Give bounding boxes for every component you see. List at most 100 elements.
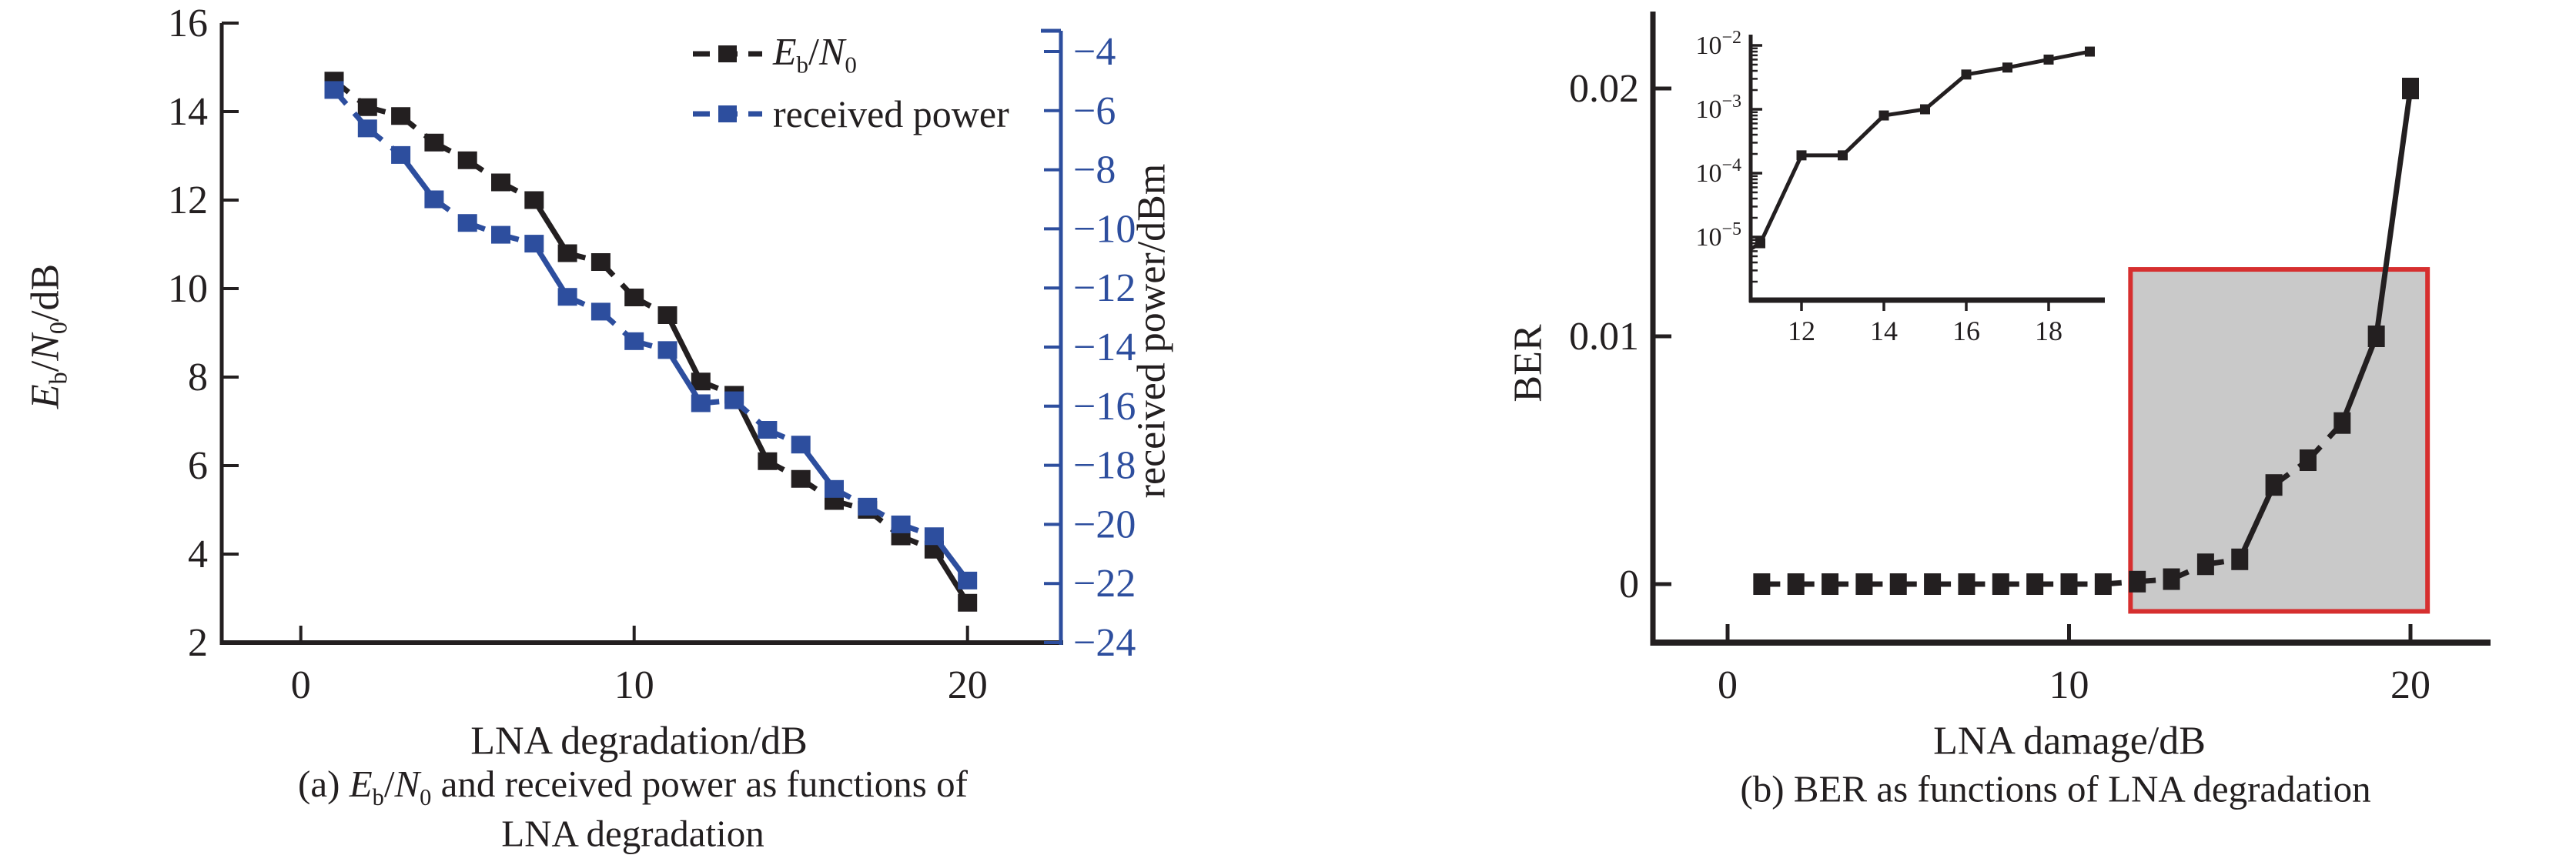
series-ber-marker [2333, 412, 2351, 434]
inset-ytick-label: 10−3 [1695, 92, 1741, 124]
series-received-power-marker [724, 391, 744, 409]
series-ebn0-marker [524, 191, 544, 209]
series-ber-inset-marker [1920, 104, 1930, 115]
inset-xtick-label: 14 [1870, 316, 1898, 346]
series-received-power-marker [825, 479, 844, 498]
series-ber-inset-segment [2048, 49, 2090, 62]
series-ber-marker [1855, 573, 1873, 595]
series-ber-inset-marker [1755, 238, 1765, 249]
highlight-region [2128, 267, 2430, 614]
panel-a-ytick-right-label: −8 [1073, 149, 1116, 192]
inset-ytick-label: 10−2 [1695, 28, 1741, 60]
series-ebn0-marker [958, 593, 978, 612]
legend-glyph-ebn0-marker [718, 45, 737, 62]
series-ber-marker [2196, 553, 2214, 576]
panel-a-ytick-left-label: 8 [188, 356, 208, 399]
series-received-power-marker [924, 527, 944, 546]
panel-b-ylabel: BER [1506, 324, 1551, 402]
panel-a-ytick-right-label: −18 [1073, 444, 1136, 488]
inset-xtick-label: 18 [2035, 316, 2062, 346]
series-received-power-marker [524, 235, 544, 253]
panel-a-ytick-right-label: −4 [1073, 30, 1116, 74]
series-ebn0-marker [491, 173, 510, 192]
panel-a-xtick-label: 20 [948, 663, 988, 707]
series-received-power-marker [624, 332, 644, 350]
inset-xtick-label: 16 [1952, 316, 1980, 346]
panel-b-xtick-label: 10 [2049, 663, 2089, 707]
panel-b-xtick-label: 20 [2390, 663, 2430, 707]
inset-xtick-label: 12 [1788, 316, 1815, 346]
series-ber-inset-segment [1841, 114, 1885, 157]
series-ber-marker [1822, 573, 1839, 595]
series-received-power-marker [491, 225, 510, 244]
panel-b-ytick-label: 0.01 [1569, 315, 1639, 359]
series-ebn0-marker [357, 98, 377, 116]
panel-a-ylabel-right: received power/dBm [1129, 163, 1174, 499]
series-ber-marker [1787, 573, 1805, 595]
series-ebn0-marker [691, 372, 711, 391]
series-ber-inset-marker [1796, 150, 1807, 161]
series-ebn0-marker [657, 306, 677, 324]
series-ber-segment [2340, 335, 2379, 424]
legend-label-ebn0: Eb/N0 [773, 29, 857, 78]
series-received-power-marker [357, 119, 377, 138]
legend-glyph-received-power-marker [718, 105, 737, 122]
series-ber-marker [1924, 573, 1942, 595]
panel-a-ytick-left-label: 14 [168, 90, 208, 134]
series-ber-marker [2402, 78, 2419, 99]
series-received-power-marker [691, 394, 711, 412]
series-received-power-marker [557, 288, 577, 306]
legend-label-received-power: received power [773, 92, 1009, 135]
panel-a-caption-line1: (a) Eb/N0 and received power as function… [298, 763, 968, 810]
panel-b-xlabel: LNA damage/dB [1933, 719, 2206, 763]
series-ber-marker [2094, 573, 2112, 595]
panel-a-ytick-right-label: −12 [1073, 266, 1136, 310]
series-received-power-marker [590, 302, 611, 321]
series-ebn0-marker [424, 133, 444, 152]
series-ber-inset-marker [2043, 54, 2054, 65]
panel-a-ytick-left-label: 16 [168, 2, 208, 45]
series-ber-inset-segment [1923, 72, 1968, 111]
series-ebn0-marker [590, 253, 611, 271]
series-ber-segment [2374, 88, 2414, 337]
series-ber-marker [1753, 573, 1771, 595]
series-ebn0-marker [391, 107, 411, 125]
series-ber-inset-segment [1883, 107, 1925, 118]
series-ber-inset-segment [1758, 154, 1804, 245]
series-received-power-segment [531, 242, 570, 299]
series-ber-marker [2060, 573, 2078, 595]
series-ber-inset-marker [1838, 150, 1848, 161]
panel-a-ytick-left-label: 12 [168, 179, 208, 222]
series-ber-inset-marker [1878, 110, 1889, 121]
series-ber-marker [2265, 474, 2283, 496]
panel-a-ytick-left-label: 2 [188, 621, 208, 665]
panel-a-ytick-right-label: −20 [1073, 503, 1136, 546]
series-ber-inset-marker [2085, 46, 2095, 57]
series-ebn0-marker [758, 452, 778, 470]
panel-a-xtick-label: 10 [614, 663, 654, 707]
panel-b-xtick-label: 0 [1718, 663, 1738, 707]
panel-a-ytick-right-label: −16 [1073, 385, 1136, 429]
series-ber-inset-marker [1961, 69, 1972, 80]
series-received-power-marker [424, 190, 444, 209]
series-ber-marker [2163, 568, 2180, 590]
series-received-power-marker [791, 436, 811, 454]
series-received-power-marker [324, 81, 344, 99]
inset-ytick-label: 10−4 [1695, 155, 1741, 188]
series-ber-marker [2299, 449, 2317, 471]
series-received-power-marker [657, 341, 677, 359]
series-ebn0-marker [624, 289, 644, 306]
series-received-power-marker [891, 515, 911, 533]
series-ber-inset-marker [2002, 62, 2012, 73]
series-ebn0-marker [791, 469, 811, 488]
series-received-power-marker [858, 497, 878, 516]
series-ebn0-marker [557, 244, 577, 262]
series-ber-marker [2231, 548, 2249, 570]
panel-a-xtick-label: 0 [291, 663, 311, 707]
series-received-power-segment [665, 348, 704, 405]
series-ber-marker [2026, 573, 2044, 595]
panel-a-ytick-right-label: −10 [1073, 207, 1136, 251]
panel-a-ytick-left-label: 4 [188, 533, 208, 576]
